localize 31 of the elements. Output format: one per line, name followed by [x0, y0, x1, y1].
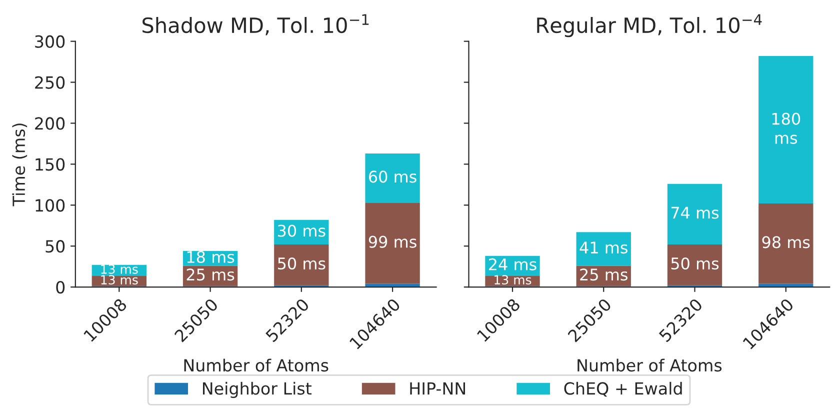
data-label: 99 ms — [368, 236, 416, 248]
y-tick-label: 0 — [56, 280, 65, 294]
legend-label: ChEQ + Ewald — [564, 382, 682, 397]
data-label: 74 ms — [671, 206, 719, 219]
y-axis-title: Time (ms) — [12, 124, 28, 206]
chart-title: Regular MD, Tol. 10$^{−4}$ — [537, 14, 762, 38]
data-label: 41 ms — [580, 242, 628, 254]
y-tick-label: 50 — [46, 240, 65, 253]
data-label: 18 ms — [187, 250, 234, 263]
chart-title: Shadow MD, Tol. 10$^{−1}$ — [142, 14, 369, 36]
y-tick-label: 200 — [35, 117, 65, 130]
legend-label: Neighbor List — [202, 382, 312, 398]
data-label: 30 ms — [278, 224, 326, 237]
data-label: 50 ms — [671, 257, 719, 270]
data-label: 13 ms — [494, 275, 532, 285]
y-tick-label: 250 — [35, 76, 65, 89]
x-axis-title: Number of Atoms — [184, 358, 328, 372]
data-label: 98 ms — [762, 236, 810, 248]
x-axis-title: Number of Atoms — [578, 358, 722, 372]
data-label: 25 ms — [580, 268, 628, 281]
y-tick-label: 300 — [35, 35, 65, 48]
data-label: 50 ms — [278, 257, 326, 270]
legend-label: HIP-NN — [410, 382, 466, 395]
data-label: 60 ms — [369, 170, 416, 183]
data-label: 13 ms — [101, 275, 138, 285]
data-label: 25 ms — [186, 268, 234, 281]
data-label: 24 ms — [489, 258, 536, 270]
y-tick-label: 150 — [36, 158, 65, 171]
data-label: 13 ms — [101, 264, 138, 274]
data-label: 180 ms — [772, 112, 800, 144]
y-tick-label: 100 — [36, 199, 65, 212]
